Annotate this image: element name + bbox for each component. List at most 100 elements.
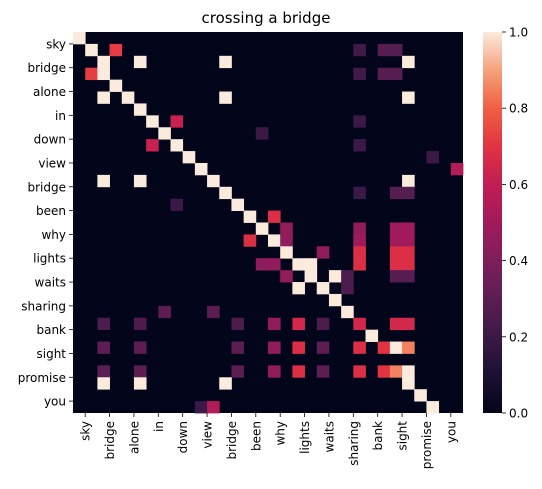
heatmap-cell — [194, 162, 208, 176]
x-tick-label: been — [249, 421, 263, 451]
heatmap-cell — [389, 67, 403, 81]
heatmap-cell — [414, 389, 427, 402]
heatmap-cell — [255, 222, 269, 235]
heatmap-cell — [353, 67, 366, 81]
heatmap-cells — [73, 32, 464, 414]
heatmap-cell — [85, 67, 98, 81]
heatmap-cell — [97, 365, 110, 378]
heatmap-cell — [402, 246, 415, 259]
heatmap-cell — [402, 55, 415, 69]
heatmap-cell — [402, 341, 415, 354]
heatmap-cell — [97, 91, 110, 104]
heatmap-cell — [133, 341, 147, 354]
heatmap-cell — [219, 91, 232, 104]
heatmap-cell — [402, 186, 415, 200]
heatmap-cell — [243, 234, 257, 247]
heatmap-cell — [207, 305, 220, 319]
heatmap-cell — [146, 115, 159, 128]
heatmap-cell — [365, 329, 379, 342]
heatmap-cell — [389, 365, 403, 378]
heatmap-cell — [85, 43, 98, 57]
heatmap-cell — [402, 365, 415, 378]
y-tick-label: bridge — [27, 61, 66, 75]
heatmap-cell — [97, 174, 110, 188]
colorbar-tick-label: 0.2 — [509, 330, 528, 344]
heatmap-cell — [280, 234, 293, 247]
colorbar-ticks: 0.0 0.2 0.4 0.6 0.8 1.0 — [502, 26, 528, 421]
y-tick-label: bank — [36, 323, 66, 337]
heatmap-cell — [389, 43, 403, 57]
heatmap-cell — [231, 365, 245, 378]
heatmap-cell — [341, 270, 354, 283]
heatmap-cell — [133, 317, 147, 331]
heatmap-cell — [377, 365, 391, 378]
colorbar-tick-label: 0.8 — [509, 102, 528, 116]
y-tick-label: sight — [36, 347, 66, 361]
heatmap-cell — [316, 282, 330, 295]
heatmap-cell — [402, 258, 415, 271]
y-tick-label: down — [34, 133, 66, 147]
heatmap-cell — [255, 258, 269, 271]
x-tick-label: sharing — [347, 421, 361, 466]
heatmap-cell — [353, 234, 366, 247]
x-tick-label: view — [201, 421, 215, 449]
colorbar-tick-label: 1.0 — [509, 26, 528, 40]
heatmap-cell — [389, 246, 403, 259]
heatmap-cell — [389, 317, 403, 331]
heatmap-cell — [389, 258, 403, 271]
heatmap-cell — [146, 139, 159, 152]
heatmap-cell — [402, 234, 415, 247]
x-tick-label: in — [152, 421, 166, 432]
colorbar-tick-label: 0.6 — [509, 178, 528, 192]
y-tick-label: you — [44, 395, 66, 409]
heatmap-cell — [292, 282, 305, 295]
heatmap-cell — [328, 270, 342, 283]
heatmap-cell — [389, 270, 403, 283]
y-tick-label: waits — [35, 276, 66, 290]
x-tick-label: waits — [322, 421, 336, 452]
y-tick-label: promise — [18, 371, 66, 385]
y-tick-label: alone — [33, 85, 66, 99]
heatmap-cell — [389, 234, 403, 247]
heatmap-cell — [194, 401, 208, 414]
heatmap-cell — [353, 365, 366, 378]
heatmap-cell — [389, 222, 403, 235]
heatmap-cell — [268, 210, 281, 223]
heatmap-cell — [73, 32, 86, 45]
heatmap-cell — [182, 151, 196, 164]
heatmap-cell — [97, 377, 110, 390]
heatmap-cell — [280, 222, 293, 235]
heatmap-cell — [219, 377, 232, 390]
heatmap-cell — [268, 317, 281, 331]
heatmap-cell — [133, 377, 147, 390]
heatmap-cell — [353, 139, 366, 152]
heatmap-cell — [268, 258, 281, 271]
heatmap-cell — [121, 91, 135, 104]
heatmap-cell — [109, 43, 123, 57]
heatmap-cell — [316, 317, 330, 331]
heatmap-cell — [328, 293, 342, 307]
heatmap-cell — [158, 127, 171, 140]
x-tick-label: alone — [127, 421, 141, 454]
heatmap-cell — [97, 341, 110, 354]
heatmap-cell — [280, 246, 293, 259]
y-tick-label: in — [55, 109, 66, 123]
heatmap-cell — [402, 174, 415, 188]
x-tick-label: lights — [298, 421, 312, 454]
y-tick-label: lights — [33, 252, 66, 266]
colorbar-tick-label: 0.4 — [509, 254, 528, 268]
x-tick-labels: sky bridge alone in down view bridge been why lig… — [79, 413, 458, 469]
x-tick-label: sight — [396, 421, 410, 451]
heatmap-cell — [219, 55, 232, 69]
x-tick-label: promise — [420, 421, 434, 469]
heatmap-cell — [402, 317, 415, 331]
x-tick-label: down — [176, 421, 190, 453]
heatmap-cell — [353, 341, 366, 354]
heatmap-cell — [426, 401, 440, 414]
heatmap-cell — [292, 258, 305, 271]
x-tick-label: you — [444, 421, 458, 443]
x-tick-label: bridge — [103, 421, 117, 460]
colorbar-tick-label: 0.0 — [509, 407, 528, 421]
heatmap-cell — [377, 341, 391, 354]
heatmap-cell — [353, 115, 366, 128]
